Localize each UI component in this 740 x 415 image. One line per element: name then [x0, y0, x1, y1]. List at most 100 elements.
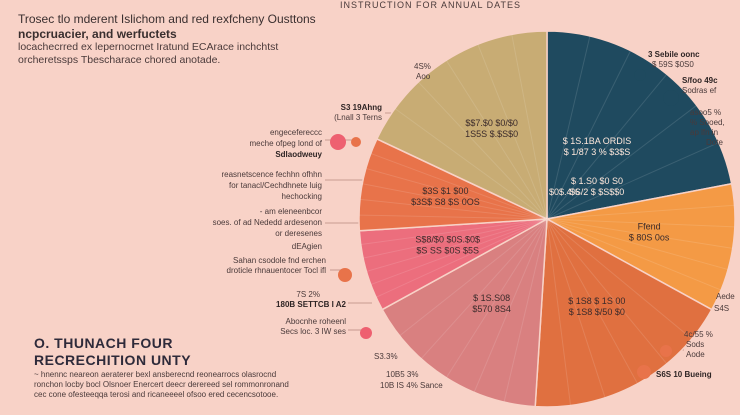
slice-texture-line	[363, 218, 548, 259]
slice-texture-line	[370, 218, 548, 286]
slice-texture-line	[546, 35, 591, 220]
label-left-e2: droticle rhnauentocer Tocl ifl	[226, 266, 326, 275]
slice-texture-line	[546, 218, 722, 291]
label-left-f2: 180B SETTCB I A2	[276, 300, 346, 309]
label-left-f1: 7S 2%	[296, 290, 320, 299]
slice-label-5-1: S$8/$0 $0S.$0$	[415, 234, 480, 244]
slice-label-1-1: $ 1S.1BA ORDIS	[563, 136, 632, 146]
intro-line-1: Trosec tlo mderent Islichom and red rexf…	[18, 12, 316, 26]
footnote-line-1: ~ hnennc neareon aeraterer bexl ansberec…	[34, 370, 277, 379]
slice-texture-line	[473, 218, 548, 393]
footnote-line-2: ronchon locby bocl Olsnoer Enercert deec…	[34, 380, 289, 389]
label-left-c2: for tanacl/Cechdhnete luig	[229, 181, 322, 190]
footnote: ~ hnennc neareon aeraterer bexl ansberec…	[34, 370, 364, 400]
slice-texture-line	[365, 167, 548, 220]
label-left-d1: - am eleneenbcor	[259, 207, 322, 216]
pie-slice-6	[358, 137, 548, 232]
slice-texture-line	[445, 59, 548, 220]
slice-label-7-2: 1S5S $.$S$0	[465, 129, 518, 139]
label-left-h2: 10B5 3%	[386, 370, 419, 379]
label-right-c2: % Sooed,	[690, 118, 725, 127]
slice-texture-line	[546, 218, 606, 398]
center-label: $0$.4%	[549, 187, 580, 197]
label-right-e3: Aode	[686, 350, 705, 359]
slice-texture-line	[359, 198, 548, 220]
slice-texture-line	[546, 218, 735, 228]
slice-texture-line	[546, 218, 639, 384]
label-left-h1: S3.3%	[374, 352, 398, 361]
marker-dot-7	[660, 345, 672, 357]
slice-texture-line	[546, 73, 668, 220]
intro-line-2: ncpcruacier, and werfuctets	[18, 27, 177, 41]
label-left-c3: hechocking	[281, 192, 322, 201]
slice-texture-line	[546, 104, 698, 220]
slice-texture-line	[546, 218, 733, 249]
section-title: O. THUNACH FOUR RECRECHITION UNTY	[34, 335, 191, 369]
slice-texture-line	[362, 183, 548, 220]
slice-label-4-2: $570 8S4	[472, 304, 511, 314]
slice-label-4-1: $ 1S.S08	[473, 293, 510, 303]
label-right-c4: Dote	[706, 138, 723, 147]
label-left-b3: Sdlaodweuy	[275, 150, 322, 159]
slice-label-3-2: $ 1S8 $/50 $0	[569, 307, 625, 317]
slice-labels: $ 1S.1BA ORDIS$ 1/87 3 % $3$S $ 1.S0 $0 S…	[411, 118, 670, 317]
slice-texture-line	[375, 218, 548, 298]
marker-dot-8	[637, 365, 651, 379]
pie-slices	[358, 30, 736, 408]
label-right-c1: asoo5 %	[690, 108, 722, 117]
label-right-c3: ap lfn in	[690, 128, 719, 137]
section-title-line-2: RECRECHITION UNTY	[34, 352, 192, 368]
label-left-g1: Abocnhe roheenl	[285, 317, 347, 326]
footnote-line-3: cec cone ofesteeqqa terosi and ricaneeee…	[34, 390, 279, 399]
label-left-a2: (Lnall 3 Terns	[334, 113, 382, 122]
slice-texture-line	[417, 81, 548, 220]
slice-texture-line	[546, 218, 668, 365]
slice-texture-line	[445, 218, 548, 379]
label-right-a1: 3 Sebile oonc	[648, 50, 700, 59]
label-left-b1: engecefereccc	[269, 128, 322, 137]
label-left-d2: soes. of ad Nededd ardesenon	[212, 218, 322, 227]
label-right-d1: Aede	[716, 292, 735, 301]
slice-texture-line	[546, 50, 632, 220]
slice-texture-line	[546, 204, 735, 220]
label-left-d3: or deresenes	[275, 229, 322, 238]
marker-dot-2	[351, 137, 361, 147]
slice-label-2-1: Ffend	[638, 222, 661, 232]
label-right-a2: $ 59S $0S0	[652, 60, 694, 69]
label-left-c1: reasnetscence fechhn ofhhn	[221, 170, 322, 179]
slice-texture-line	[546, 218, 693, 340]
marker-dot-6	[663, 90, 679, 106]
label-right-f1: S6S 10 Bueing	[656, 370, 712, 379]
slice-label-6-2: $3S$ S8 $S 0OS	[411, 197, 480, 207]
intro-subtext: locachecrred ex lepernocrnet Iratund ECA…	[18, 41, 278, 67]
pie-slice-3	[534, 217, 713, 408]
pie-slice-2	[544, 182, 736, 311]
slice-texture-line	[370, 152, 548, 220]
slice-label-6-1: $3S $1 $00	[422, 186, 468, 196]
slice-texture-line	[503, 218, 548, 403]
label-left-a1: S3 19Ahng	[340, 103, 382, 112]
label-right-e1: 4c/55 %	[684, 330, 713, 339]
marker-dot-5	[634, 69, 646, 81]
slice-label-2-2: $ 80S 0os	[629, 233, 670, 243]
slice-texture-line	[366, 218, 548, 272]
slice-texture-line	[360, 218, 548, 246]
section-title-line-1: O. THUNACH FOUR	[34, 335, 173, 351]
slice-label-1-3: $ 1.S0 $0 S0	[571, 176, 623, 186]
pie-slice-7	[375, 30, 548, 221]
label-left-h3: 10B IS 4% Sance	[380, 381, 443, 390]
intro-text: Trosec tlo mderent Islichom and red rexf…	[18, 12, 318, 42]
label-right-b2: Sodras ef	[682, 86, 717, 95]
intro-line-4: orcheretssps Tbescharace chored anotade.	[18, 54, 221, 66]
label-right-e2: Sods	[686, 340, 705, 349]
label-left-g2: Secs loc. 3 IW ses	[280, 327, 346, 336]
chart-title: INSTRUCTION FOR ANNUAL DATES	[340, 0, 522, 10]
label-left-b2: meche ofpeg lond of	[249, 139, 323, 148]
label-top-sub: Aoo	[416, 72, 431, 81]
pie-slice-1	[546, 30, 733, 220]
marker-dot-3	[338, 268, 352, 282]
slice-label-3-1: $ 1S8 $ 1S 00	[568, 296, 625, 306]
slice-texture-line	[546, 218, 572, 406]
slice-texture-line	[394, 108, 548, 220]
